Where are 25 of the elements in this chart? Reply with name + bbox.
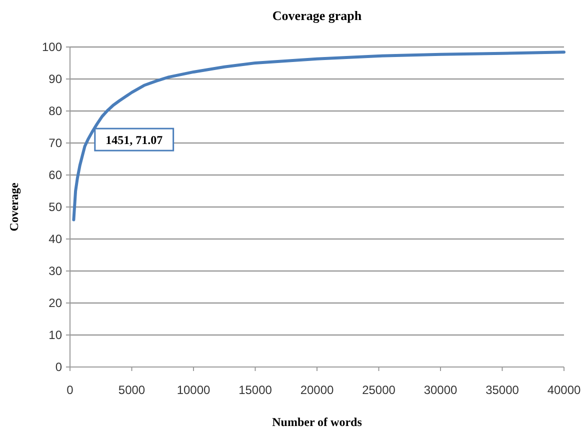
y-tick-label: 40	[48, 232, 62, 246]
line-series	[72, 50, 566, 222]
x-tick-label: 30000	[424, 383, 458, 397]
y-tick-label: 60	[48, 168, 62, 182]
y-tick-label: 90	[48, 72, 62, 86]
y-tick-label: 100	[42, 40, 62, 54]
x-tick-label: 15000	[238, 383, 272, 397]
y-tick-label: 70	[48, 136, 62, 150]
x-tick-label: 10000	[176, 383, 211, 397]
y-axis-title: Coverage	[7, 182, 21, 232]
y-tick-label: 30	[48, 264, 62, 278]
annotation: 1451, 71.07	[106, 132, 163, 147]
y-tick-label: 50	[48, 200, 62, 214]
x-tick-label: 0	[66, 383, 74, 397]
y-tick-label: 80	[48, 104, 62, 118]
x-tick-label: 25000	[362, 383, 396, 397]
x-tick-label: 35000	[486, 383, 520, 397]
y-tick-label: 20	[48, 296, 62, 310]
x-tick-label: 40000	[547, 383, 582, 397]
x-axis-title: Number of words	[272, 415, 362, 429]
y-tick-label: 10	[48, 328, 62, 342]
x-tick-label: 20000	[300, 383, 334, 397]
y-tick-label: 0	[55, 360, 62, 374]
x-tick-label: 5000	[118, 383, 146, 397]
chart-title: Coverage graph	[272, 8, 362, 23]
